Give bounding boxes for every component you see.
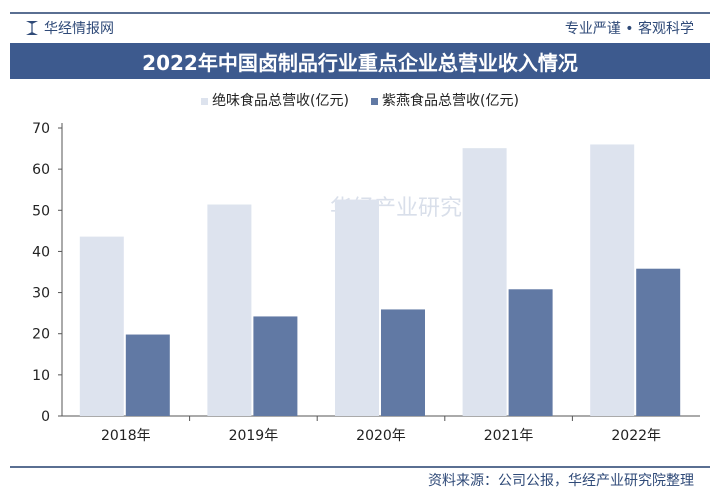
legend-swatch-0: [201, 97, 209, 105]
bar-0-1: [207, 204, 252, 416]
slogan: 专业严谨 • 客观科学: [564, 21, 694, 37]
legend-label-0: 绝味食品总营收(亿元): [212, 93, 349, 109]
bar-0-3: [462, 148, 507, 416]
y-tick-label: 0: [41, 409, 50, 425]
legend: 绝味食品总营收(亿元) 紫燕食品总营收(亿元): [0, 90, 720, 110]
legend-item-0: 绝味食品总营收(亿元): [201, 90, 349, 110]
legend-item-1: 紫燕食品总营收(亿元): [371, 90, 519, 110]
bar-1-1: [253, 316, 298, 416]
x-tick-label: 2021年: [484, 428, 534, 444]
y-tick-label: 10: [32, 368, 50, 384]
bar-0-0: [79, 236, 124, 416]
y-tick-label: 20: [32, 327, 50, 343]
y-tick-label: 70: [32, 121, 50, 137]
x-tick-label: 2018年: [101, 428, 151, 444]
legend-label-1: 紫燕食品总营收(亿元): [382, 93, 519, 109]
bar-0-4: [590, 144, 635, 416]
chart-title: 2022年中国卤制品行业重点企业总营业收入情况: [10, 43, 710, 79]
bar-0-2: [335, 199, 379, 416]
x-tick-label: 2019年: [229, 428, 279, 444]
x-tick-label: 2020年: [356, 428, 406, 444]
bar-1-3: [508, 289, 553, 416]
brand: 华经情报网: [26, 18, 114, 38]
source-note: 资料来源：公司公报，华经产业研究院整理: [10, 466, 710, 492]
y-tick-label: 60: [32, 162, 50, 178]
y-tick-label: 30: [32, 286, 50, 302]
y-tick-label: 50: [32, 203, 50, 219]
brand-name: 华经情报网: [44, 21, 114, 37]
x-tick-label: 2022年: [611, 428, 661, 444]
bar-1-4: [636, 268, 681, 416]
bar-1-2: [381, 309, 425, 416]
bar-1-0: [125, 334, 170, 416]
y-tick-label: 40: [32, 244, 50, 260]
top-rule: [10, 12, 710, 14]
legend-swatch-1: [371, 97, 378, 105]
